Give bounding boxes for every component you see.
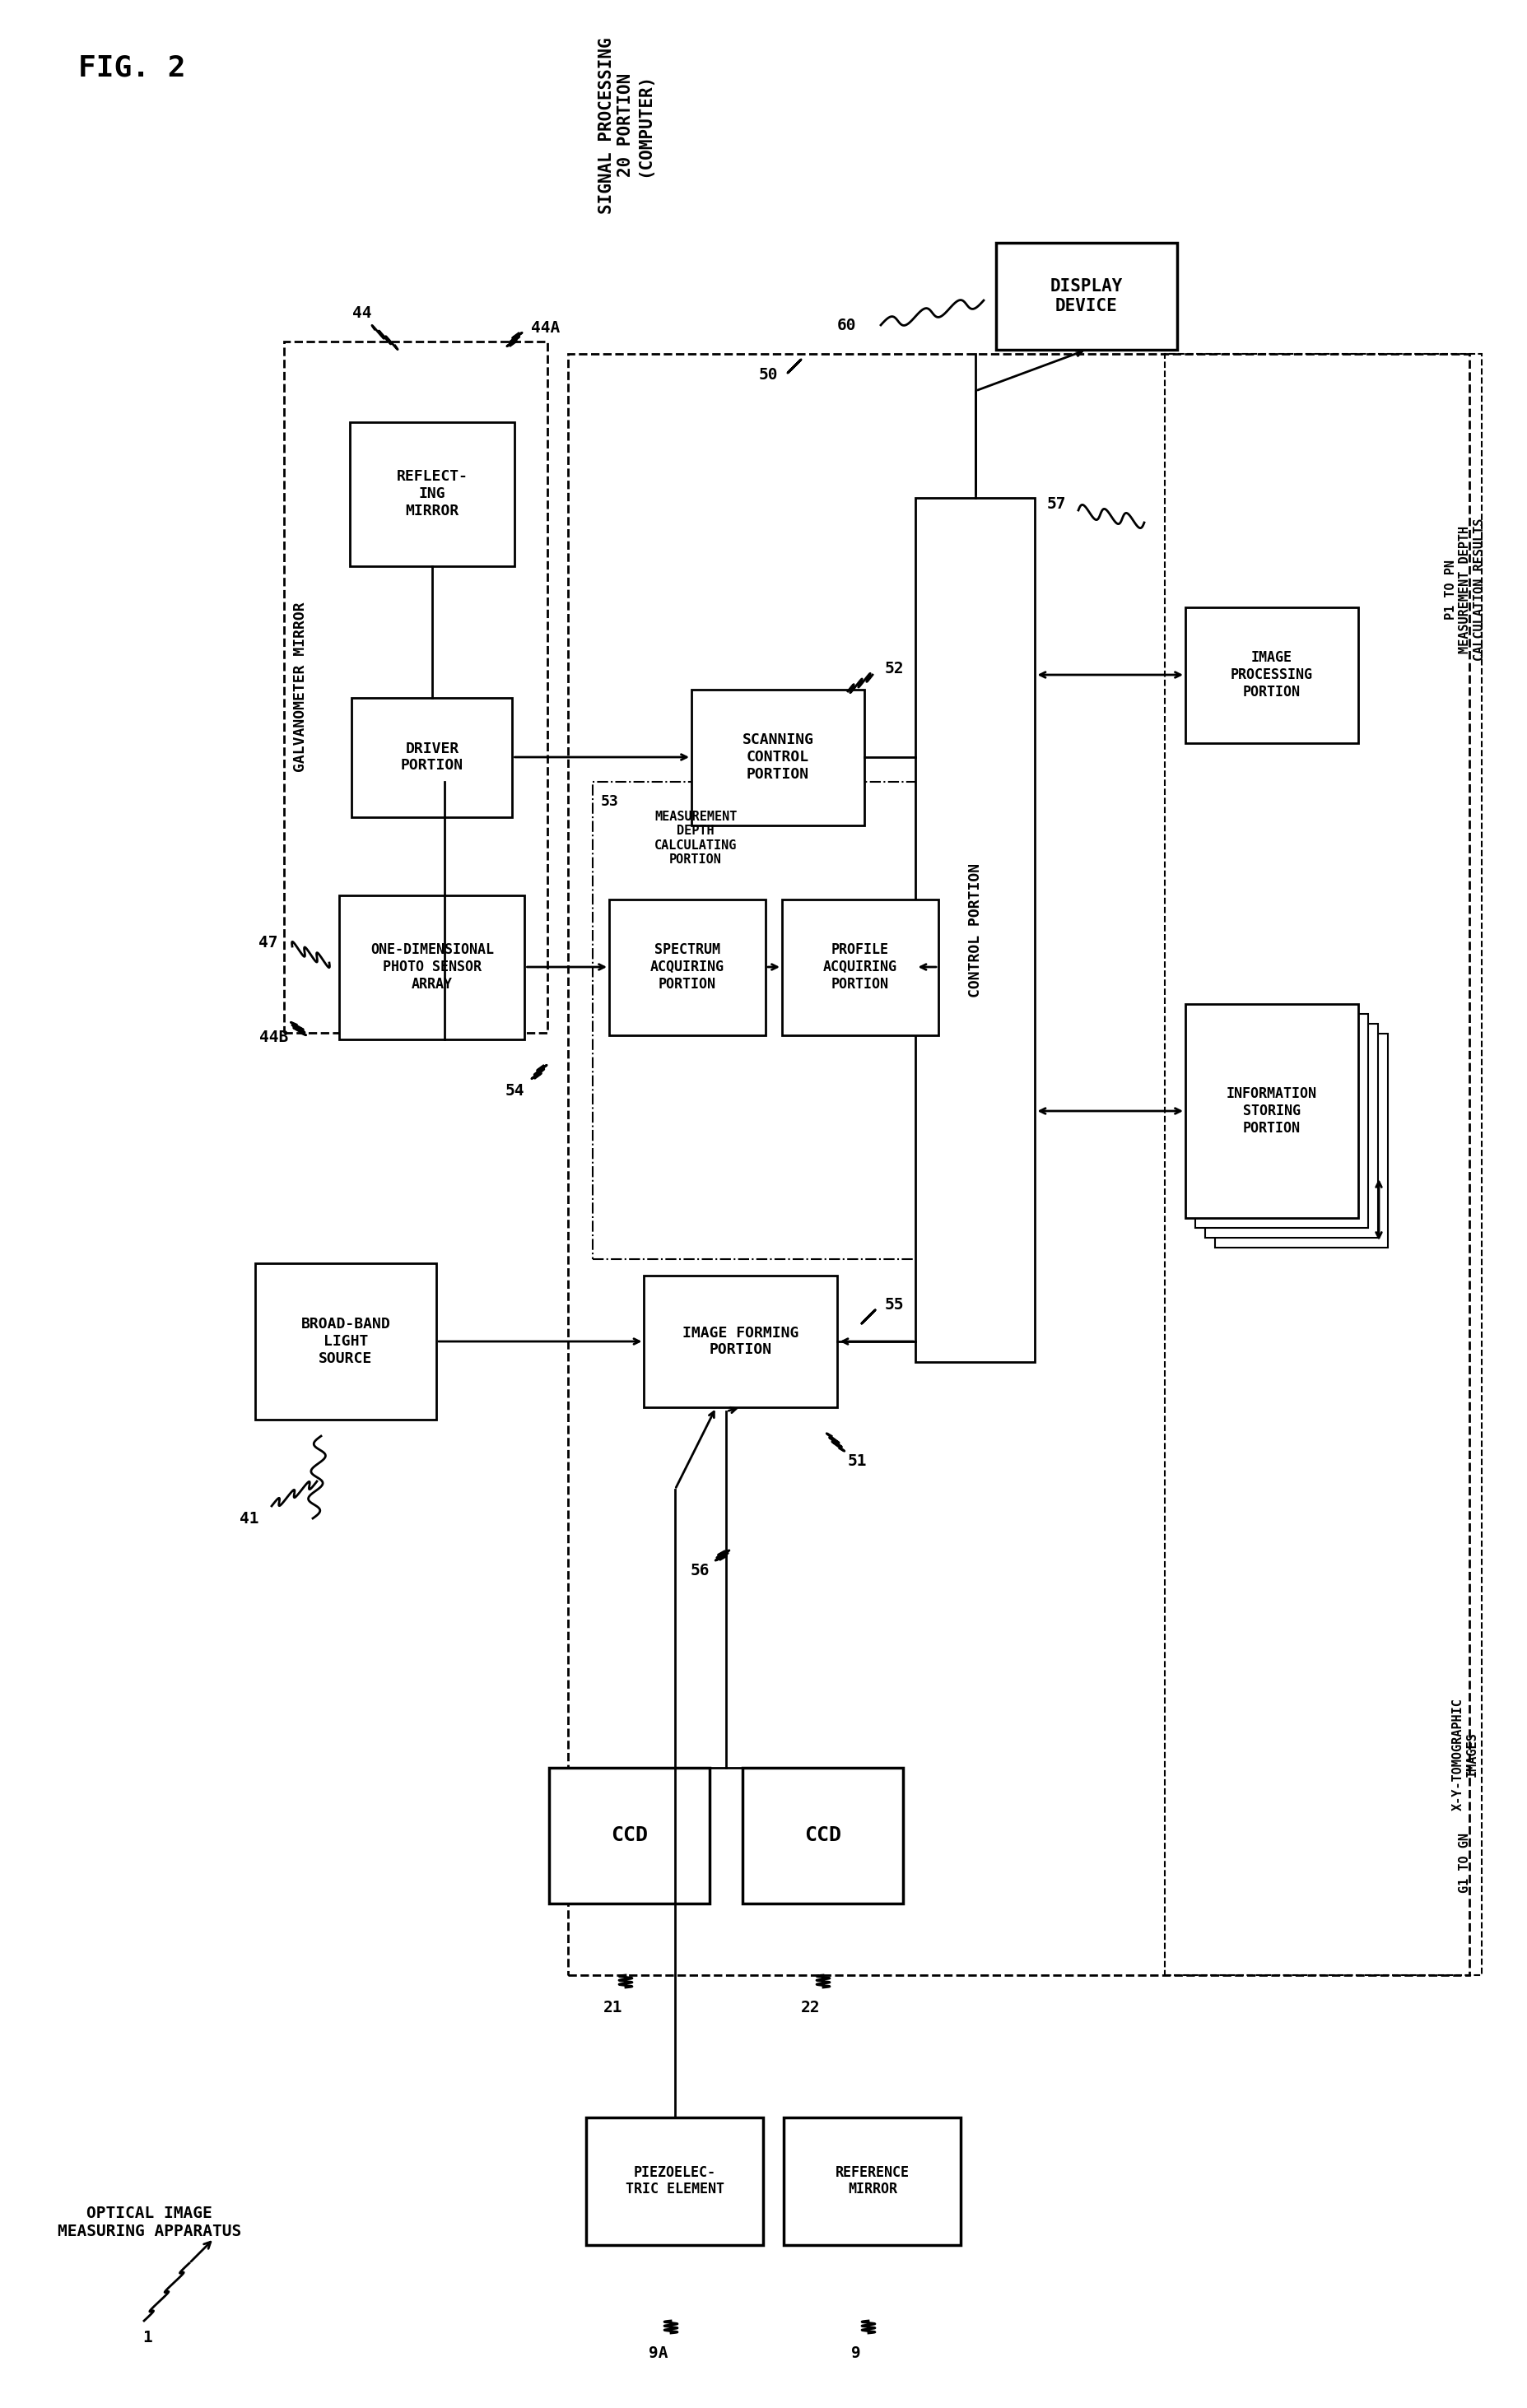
Bar	[351, 698, 512, 816]
Text: X-Y-TOMOGRAPHIC
IMAGES: X-Y-TOMOGRAPHIC IMAGES	[1451, 1698, 1478, 1811]
Text: PIEZOELEC-
TRIC ELEMENT: PIEZOELEC- TRIC ELEMENT	[625, 2165, 724, 2196]
Text: G1 TO GN: G1 TO GN	[1458, 1832, 1471, 1893]
Text: 56: 56	[690, 1563, 709, 1577]
Text: 54: 54	[505, 1084, 524, 1098]
Text: OPTICAL IMAGE
MEASURING APPARATUS: OPTICAL IMAGE MEASURING APPARATUS	[58, 2206, 241, 2239]
Bar	[550, 1767, 710, 1902]
Bar	[568, 354, 1469, 1975]
Text: 53: 53	[600, 795, 618, 809]
Bar	[782, 898, 938, 1035]
Bar	[1185, 607, 1358, 742]
Bar	[592, 783, 935, 1259]
Bar	[742, 1767, 902, 1902]
Text: 44B: 44B	[260, 1028, 289, 1045]
Text: SPECTRUM
ACQUIRING
PORTION: SPECTRUM ACQUIRING PORTION	[651, 942, 724, 992]
Text: P1 TO PN
MEASUREMENT DEPTH
CALCULATION RESULTS: P1 TO PN MEASUREMENT DEPTH CALCULATION R…	[1445, 518, 1484, 662]
Text: BROAD-BAND
LIGHT
SOURCE: BROAD-BAND LIGHT SOURCE	[301, 1317, 391, 1365]
Text: 60: 60	[837, 318, 855, 332]
Text: SIGNAL PROCESSING
20 PORTION
(COMPUTER): SIGNAL PROCESSING 20 PORTION (COMPUTER)	[599, 36, 652, 214]
Text: 1: 1	[142, 2329, 153, 2345]
Text: MEASUREMENT
DEPTH
CALCULATING
PORTION: MEASUREMENT DEPTH CALCULATING PORTION	[654, 811, 736, 867]
Text: ONE-DIMENSIONAL
PHOTO SENSOR
ARRAY: ONE-DIMENSIONAL PHOTO SENSOR ARRAY	[370, 942, 493, 992]
Bar	[1164, 354, 1481, 1975]
Text: DRIVER
PORTION: DRIVER PORTION	[400, 742, 463, 773]
Text: 52: 52	[884, 660, 904, 677]
Text: REFLECT-
ING
MIRROR: REFLECT- ING MIRROR	[395, 470, 467, 518]
Text: CCD: CCD	[611, 1825, 647, 1845]
Bar	[692, 689, 864, 826]
Bar	[996, 243, 1176, 349]
Bar	[609, 898, 765, 1035]
Text: CONTROL PORTION: CONTROL PORTION	[968, 862, 982, 997]
Bar	[284, 342, 547, 1033]
Text: 9A: 9A	[649, 2345, 667, 2362]
Bar	[1194, 1014, 1367, 1228]
Text: PROFILE
ACQUIRING
PORTION: PROFILE ACQUIRING PORTION	[823, 942, 896, 992]
Text: GALVANOMETER MIRROR: GALVANOMETER MIRROR	[293, 602, 308, 773]
Text: IMAGE
PROCESSING
PORTION: IMAGE PROCESSING PORTION	[1229, 650, 1312, 698]
Text: IMAGE FORMING
PORTION: IMAGE FORMING PORTION	[683, 1324, 799, 1358]
Text: FIG. 2: FIG. 2	[78, 53, 185, 82]
Text: INFORMATION
STORING
PORTION: INFORMATION STORING PORTION	[1226, 1086, 1316, 1137]
Bar	[350, 421, 515, 566]
Text: CCD: CCD	[805, 1825, 841, 1845]
Text: 55: 55	[884, 1296, 904, 1312]
Text: DISPLAY
DEVICE: DISPLAY DEVICE	[1049, 279, 1122, 313]
Bar	[586, 2117, 764, 2244]
Bar	[915, 498, 1035, 1363]
Bar	[1205, 1023, 1377, 1238]
Bar	[644, 1276, 837, 1406]
Text: 47: 47	[258, 934, 278, 951]
Text: 22: 22	[800, 1999, 820, 2015]
Text: 44: 44	[353, 306, 371, 320]
Text: 44A: 44A	[531, 320, 560, 335]
Text: 50: 50	[757, 366, 777, 383]
Bar	[255, 1264, 437, 1421]
Text: 41: 41	[240, 1510, 260, 1527]
Text: REFERENCE
MIRROR: REFERENCE MIRROR	[835, 2165, 909, 2196]
Bar	[783, 2117, 960, 2244]
Text: SCANNING
CONTROL
PORTION: SCANNING CONTROL PORTION	[742, 732, 814, 783]
Bar	[1185, 1004, 1358, 1218]
Text: 9: 9	[851, 2345, 861, 2362]
Text: 21: 21	[603, 1999, 623, 2015]
Text: 51: 51	[847, 1452, 867, 1469]
Bar	[1214, 1033, 1387, 1247]
Text: 57: 57	[1046, 496, 1066, 510]
Bar	[339, 896, 524, 1038]
